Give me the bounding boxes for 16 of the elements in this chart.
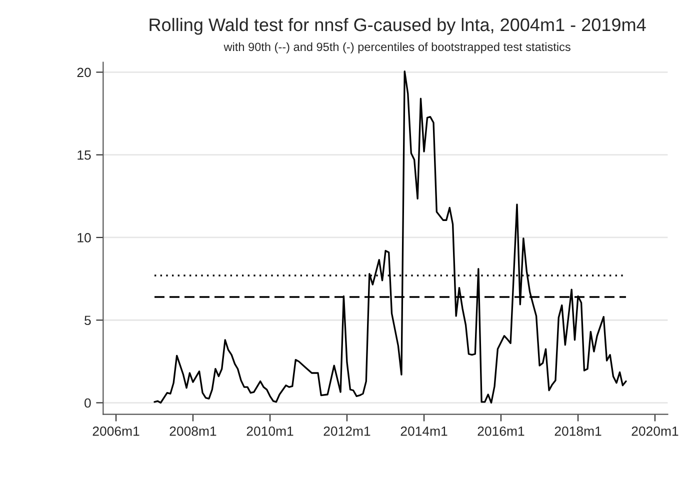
x-tick-label: 2020m1 — [632, 426, 678, 436]
x-tick-label: 2006m1 — [92, 426, 140, 436]
x-tick-label: 2010m1 — [246, 426, 294, 436]
x-tick-label: 2018m1 — [554, 426, 602, 436]
y-tick-label: 15 — [78, 150, 91, 160]
x-tick-label: 2012m1 — [324, 426, 370, 436]
x-tick-label: 2014m1 — [400, 426, 448, 436]
y-tick-label: 5 — [84, 316, 91, 326]
chart-title: Rolling Wald test for nnsf G-caused by lnta, 2004m1 - 2019m4 — [150, 18, 646, 35]
x-tick-label: 2016m1 — [478, 426, 524, 436]
y-tick-label: 10 — [78, 233, 91, 242]
chart-subtitle: with 90th (--) and 95th (-) percentiles of bootstrapped test statistics — [224, 42, 570, 54]
y-tick-label: 20 — [77, 68, 91, 78]
y-tick-label: 0 — [84, 398, 91, 408]
line-series — [154, 70, 627, 404]
x-tick-label: 2008m1 — [170, 426, 216, 436]
